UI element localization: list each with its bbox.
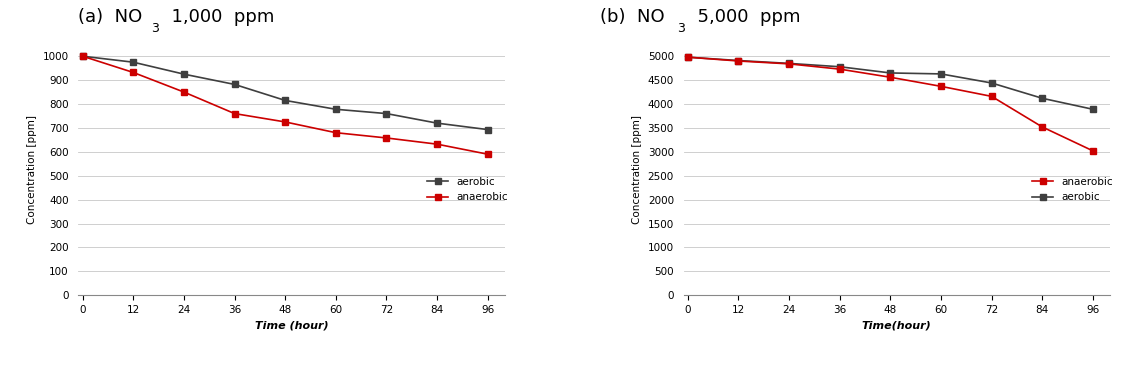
aerobic [380,111,393,116]
anaerobic [481,152,494,156]
aerobic [430,121,444,125]
aerobic [732,58,745,63]
Legend: anaerobic, aerobic: anaerobic, aerobic [1032,177,1113,203]
X-axis label: Time (hour): Time (hour) [254,321,328,331]
aerobic [985,81,999,85]
anaerobic [1086,149,1100,153]
Line: aerobic: aerobic [685,54,1095,112]
anaerobic [732,59,745,63]
Line: anaerobic: anaerobic [685,54,1095,154]
Text: (b)  NO: (b) NO [600,8,665,26]
Y-axis label: Concentration [ppm]: Concentration [ppm] [27,115,37,224]
Text: (a)  NO: (a) NO [78,8,142,26]
anaerobic [76,54,90,58]
anaerobic [330,131,343,135]
anaerobic [934,84,947,89]
aerobic [883,71,897,75]
Legend: aerobic, anaerobic: aerobic, anaerobic [427,177,508,203]
anaerobic [883,75,897,79]
anaerobic [782,62,796,66]
aerobic [278,98,291,103]
Line: aerobic: aerobic [80,54,491,132]
aerobic [782,61,796,66]
anaerobic [228,111,241,116]
anaerobic [127,70,140,75]
anaerobic [278,120,291,124]
aerobic [1036,96,1049,100]
aerobic [127,60,140,65]
aerobic [76,54,90,58]
anaerobic [682,55,695,59]
aerobic [481,127,494,132]
Line: anaerobic: anaerobic [80,54,491,157]
anaerobic [985,94,999,99]
aerobic [682,55,695,59]
Text: 5,000  ppm: 5,000 ppm [686,8,800,26]
aerobic [177,72,191,76]
aerobic [330,107,343,111]
Text: 1,000  ppm: 1,000 ppm [160,8,275,26]
Text: 3: 3 [151,22,159,35]
Text: 3: 3 [677,22,685,35]
anaerobic [833,67,846,71]
anaerobic [1036,125,1049,129]
aerobic [833,65,846,69]
anaerobic [380,136,393,140]
anaerobic [177,90,191,94]
aerobic [1086,107,1100,111]
aerobic [228,82,241,87]
aerobic [934,72,947,76]
anaerobic [430,142,444,146]
Y-axis label: Concentration [ppm]: Concentration [ppm] [632,115,642,224]
X-axis label: Time(hour): Time(hour) [862,321,932,331]
